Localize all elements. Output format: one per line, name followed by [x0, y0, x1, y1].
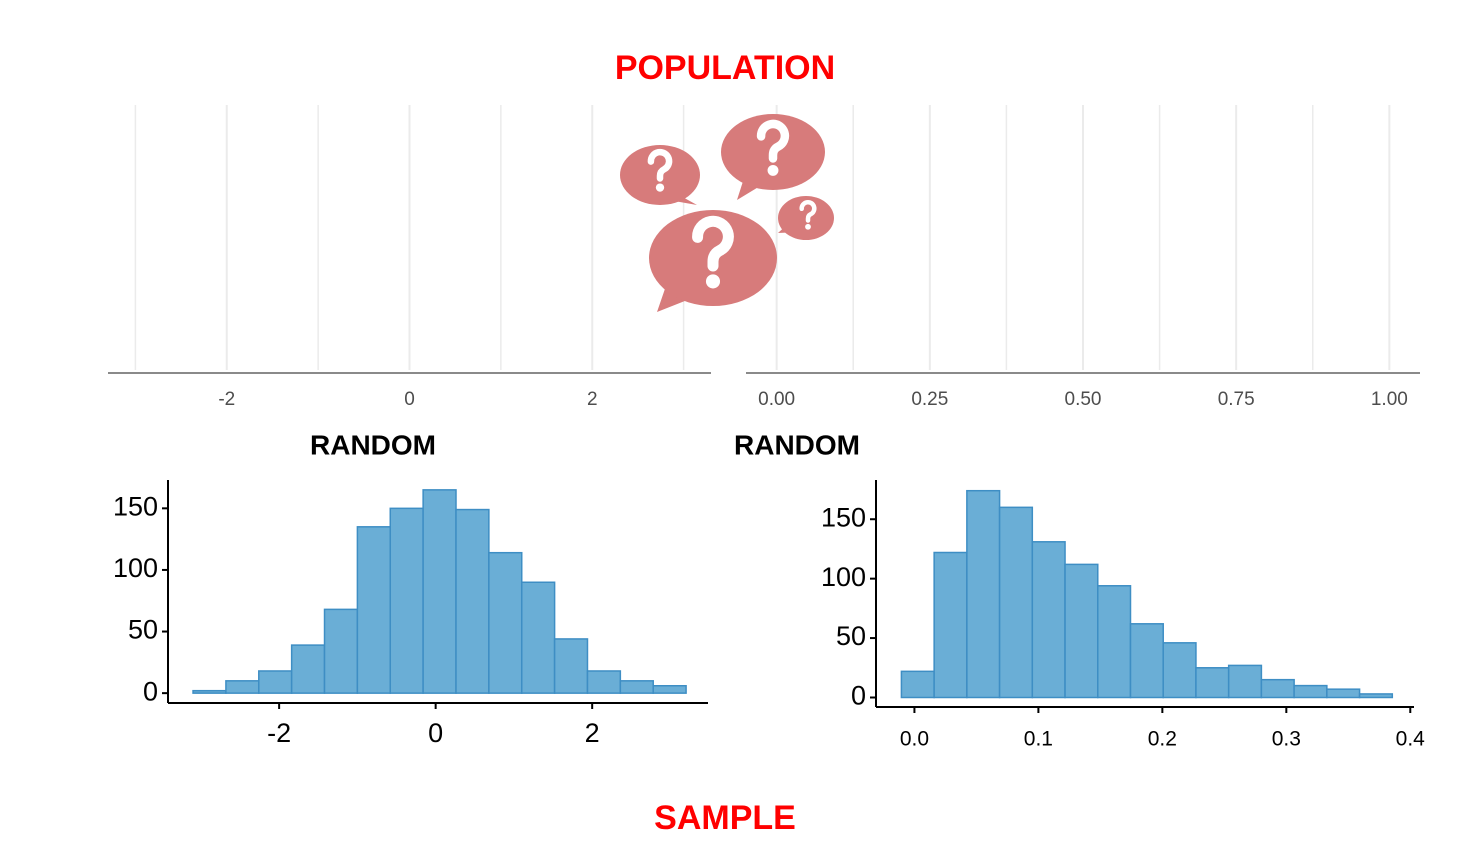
chart-title: RANDOM [310, 429, 436, 460]
bar [488, 551, 523, 694]
x-tick-label: 0.75 [1218, 389, 1255, 410]
bar [1195, 667, 1230, 699]
x-tick-label: 0.25 [911, 389, 948, 410]
bar [290, 644, 326, 694]
x-tick-label: 0 [428, 718, 443, 748]
bar [586, 670, 622, 694]
y-tick-label: 50 [128, 615, 158, 645]
bar [389, 507, 424, 694]
x-tick-label: 2 [587, 389, 598, 410]
y-tick-label: 100 [821, 562, 866, 592]
bar [1227, 664, 1263, 699]
x-tick-label: 0.0 [900, 728, 929, 751]
x-tick-label: 0.1 [1024, 728, 1053, 751]
bar [520, 581, 556, 694]
x-tick-label: 1.00 [1371, 389, 1408, 410]
bar [1326, 688, 1361, 699]
y-tick-label: 0 [851, 681, 866, 711]
bar [900, 670, 935, 699]
bar [933, 551, 968, 699]
bar [1097, 585, 1132, 699]
bar [1293, 684, 1328, 699]
bar [258, 670, 293, 694]
chart-title: RANDOM [734, 429, 860, 460]
bar [455, 508, 490, 694]
x-tick-label: 0.4 [1396, 728, 1426, 751]
footer: SAMPLE [654, 799, 796, 837]
bar [422, 489, 457, 694]
x-tick-label: 0 [404, 389, 415, 410]
y-tick-label: 150 [113, 491, 158, 521]
x-tick-label: 0.00 [758, 389, 795, 410]
question-bubbles [620, 114, 834, 312]
bar [619, 680, 654, 694]
bar [1031, 541, 1066, 699]
bar [1162, 642, 1197, 699]
bar [553, 638, 589, 694]
bar [998, 506, 1034, 699]
bar [225, 680, 260, 694]
y-tick-label: 100 [113, 553, 158, 583]
x-tick-label: 0.50 [1065, 389, 1102, 410]
y-tick-label: 50 [836, 621, 866, 651]
x-tick-label: -2 [267, 718, 291, 748]
bar [356, 526, 392, 694]
x-tick-label: -2 [218, 389, 235, 410]
bar [192, 689, 227, 694]
bar [1358, 693, 1394, 699]
x-tick-label: 0.2 [1148, 728, 1177, 751]
heading: POPULATION [615, 49, 835, 87]
y-tick-label: 0 [143, 676, 158, 706]
bar [323, 608, 359, 694]
bar [1064, 563, 1099, 699]
x-tick-label: 2 [585, 718, 600, 748]
bar [1129, 623, 1164, 699]
bar [1260, 678, 1295, 699]
bar [966, 489, 1001, 699]
x-tick-label: 0.3 [1272, 728, 1301, 751]
bar [652, 685, 687, 694]
y-tick-label: 150 [821, 502, 866, 532]
